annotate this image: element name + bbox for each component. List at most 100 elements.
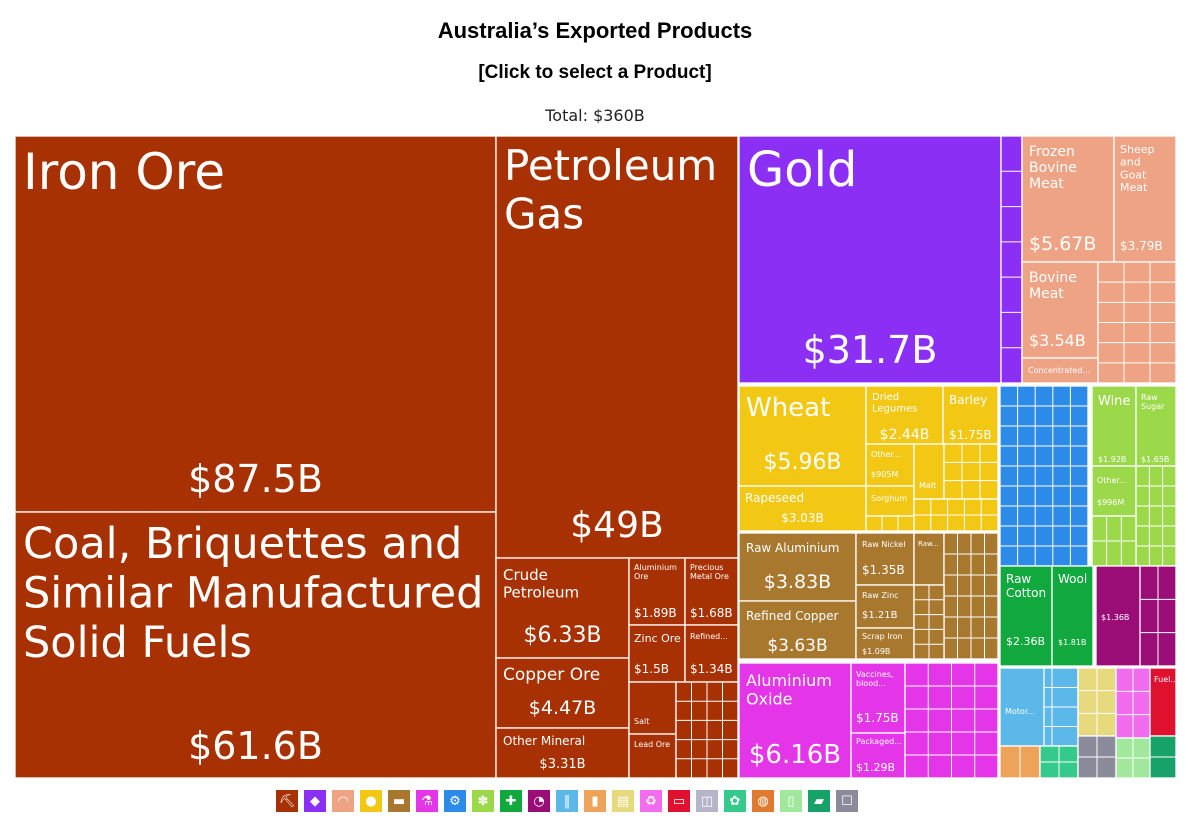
easel-icon[interactable]: ☐ (835, 789, 859, 813)
product-name-label: Rapeseed (745, 491, 804, 505)
product-tile[interactable] (913, 443, 945, 500)
shoe-icon[interactable]: ▰ (807, 789, 831, 813)
ticket-icon[interactable]: ▭ (667, 789, 691, 813)
box-icon[interactable]: ◫ (695, 789, 719, 813)
product-tile[interactable] (999, 565, 1053, 667)
road-icon[interactable]: ‖ (555, 789, 579, 813)
shirt-icon[interactable]: ✚ (499, 789, 523, 813)
product-tile[interactable] (738, 600, 857, 660)
product-name-label: Petroleum (503, 583, 579, 601)
product-tile[interactable] (1021, 135, 1115, 263)
product-value-label: $2.44B (880, 427, 930, 443)
product-tile[interactable] (942, 385, 999, 445)
product-value-label: $87.5B (188, 457, 323, 501)
gear-icon[interactable]: ⚙ (443, 789, 467, 813)
product-name-label: Sorghum (871, 494, 907, 503)
product-tile[interactable] (865, 385, 944, 445)
product-name-label: Meat (1120, 181, 1148, 194)
product-tile[interactable] (1149, 667, 1177, 737)
product-name-label: Bovine (1029, 160, 1077, 176)
product-name-label: Petroleum (504, 141, 717, 190)
product-tile[interactable] (14, 135, 497, 513)
product-name-label: Sheep (1120, 143, 1154, 156)
product-name-label: Frozen (1029, 144, 1075, 160)
small-product-tiles (1135, 465, 1177, 567)
product-value-label: $2.36B (1006, 635, 1045, 648)
product-tile[interactable] (999, 667, 1045, 747)
product-tile[interactable] (738, 135, 1002, 384)
product-value-label: $1.68B (690, 606, 733, 620)
product-name-label: Zinc Ore (634, 632, 681, 645)
gauge-icon[interactable]: ◔ (527, 789, 551, 813)
wheat-icon[interactable]: ✽ (471, 789, 495, 813)
product-name-label: Salt (634, 717, 649, 726)
product-tile[interactable] (628, 733, 677, 779)
product-name-label: Scrap Iron (862, 632, 903, 641)
product-value-label: $61.6B (188, 724, 323, 768)
product-tile[interactable] (1091, 385, 1137, 467)
cow-icon[interactable]: ◠ (331, 789, 355, 813)
total-label: Total: $360B (545, 106, 645, 125)
product-name-label: Barley (949, 393, 987, 407)
recycle-icon[interactable]: ♻ (639, 789, 663, 813)
category-legend: ⛏ ◆ ◠ ● ▬ ⚗ ⚙ ✽ ✚ ◔ ‖ ▮ ▤ ♻ ▭ ◫ ✿ ◍ ▯ ▰ ☐ (275, 789, 859, 813)
product-tile[interactable] (495, 727, 630, 779)
anvil-icon[interactable]: ▬ (387, 789, 411, 813)
product-tile[interactable] (495, 135, 739, 559)
product-value-label: $1.65B (1141, 455, 1169, 464)
product-tile[interactable] (1021, 261, 1099, 359)
product-tile[interactable] (865, 443, 915, 487)
product-tile[interactable] (855, 584, 915, 629)
product-value-label: $1.89B (634, 606, 677, 620)
product-name-label: Gold (747, 142, 857, 198)
small-product-tiles (1000, 135, 1023, 384)
flask-icon[interactable]: ⚗ (415, 789, 439, 813)
product-tile[interactable] (738, 385, 867, 487)
product-value-label: $1.75B (856, 711, 899, 725)
product-name-label: Ore (634, 572, 648, 581)
product-name-label: Copper Ore (503, 665, 600, 685)
product-value-label: $1.81B (1058, 638, 1086, 647)
product-tile[interactable] (738, 662, 852, 779)
product-name-label: Fuel... (1154, 675, 1178, 684)
product-tile[interactable] (738, 532, 857, 602)
product-tile[interactable] (1021, 357, 1099, 384)
treemap-chart: Iron Ore $87.5B Coal, Briquettes andSimila… (14, 135, 1178, 779)
small-product-tiles (999, 385, 1089, 567)
product-tile[interactable] (1135, 385, 1177, 467)
fruit-icon[interactable]: ● (359, 789, 383, 813)
stone-icon[interactable]: ◍ (751, 789, 775, 813)
diamond-icon[interactable]: ◆ (303, 789, 327, 813)
product-tile[interactable] (850, 662, 906, 734)
product-name-label: Aluminium (634, 563, 677, 572)
product-name-label: Legumes (872, 404, 917, 415)
product-tile[interactable] (14, 511, 497, 779)
product-name-label: Goat (1120, 168, 1147, 181)
paper-icon[interactable]: ▤ (611, 789, 635, 813)
product-name-label: Wheat (746, 393, 830, 423)
bottle-icon[interactable]: ▮ (583, 789, 607, 813)
product-tile[interactable] (628, 681, 677, 735)
product-value-label: $1.5B (634, 662, 669, 676)
product-name-label: Raw Nickel (862, 540, 905, 549)
product-value-label: $1.09B (862, 647, 890, 656)
product-name-label: Other... (871, 450, 901, 459)
product-name-label: and (1120, 156, 1141, 169)
product-name-label: Aluminium (746, 671, 832, 690)
product-value-label: $1.35B (862, 563, 905, 577)
pickaxe-icon[interactable]: ⛏ (275, 789, 299, 813)
small-product-tiles (943, 443, 999, 500)
product-name-label: Other... (1097, 476, 1127, 485)
leather-icon[interactable]: ✿ (723, 789, 747, 813)
product-name-label: Raw Zinc (862, 591, 899, 600)
product-tile[interactable] (738, 485, 867, 532)
product-tile[interactable] (495, 657, 630, 729)
product-value-label: $5.96B (763, 450, 841, 475)
product-tile[interactable] (1051, 565, 1094, 667)
product-name-label: Malt (919, 481, 936, 490)
product-tile[interactable] (1091, 465, 1137, 517)
glass-icon[interactable]: ▯ (779, 789, 803, 813)
product-value-label: $3.79B (1120, 239, 1163, 253)
chart-subtitle: [Click to select a Product] (478, 62, 712, 83)
product-tile[interactable] (684, 624, 739, 683)
